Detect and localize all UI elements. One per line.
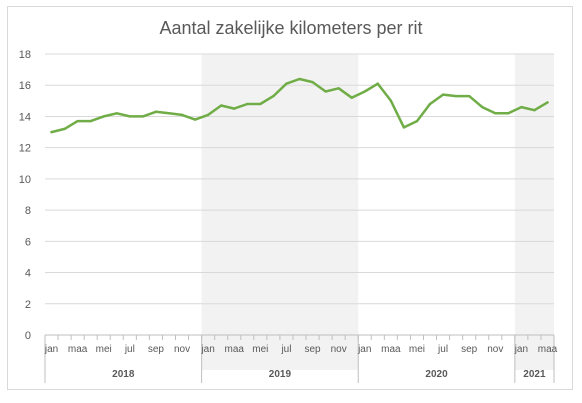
data-point [272, 94, 275, 98]
data-point [454, 94, 458, 98]
data-point [63, 127, 66, 131]
y-tick-label: 12 [19, 143, 31, 155]
data-point [428, 102, 432, 106]
y-tick-label: 16 [19, 80, 31, 92]
data-point [520, 105, 523, 109]
x-tick-label: jul [280, 344, 291, 355]
x-tick-label: sep [304, 344, 321, 355]
x-tick-label: jan [357, 344, 371, 355]
y-tick-label: 14 [19, 111, 31, 123]
x-tick-label: sep [148, 344, 165, 355]
chart-title: Aantal zakelijke kilometers per rit [159, 18, 422, 38]
y-tick-label: 2 [25, 299, 31, 311]
data-point [233, 107, 236, 110]
data-point [350, 96, 353, 99]
y-tick-label: 0 [25, 330, 31, 342]
y-tick-label: 8 [25, 205, 31, 217]
data-point [128, 115, 132, 118]
x-tick-label: jan [514, 344, 528, 355]
y-tick-label: 6 [25, 236, 31, 248]
data-point [415, 119, 419, 123]
year-band-shade [201, 54, 359, 370]
data-point [246, 102, 249, 106]
x-tick-label: mei [252, 344, 268, 355]
data-point [494, 112, 497, 115]
x-tick-label: maa [381, 344, 401, 355]
data-point [546, 101, 549, 104]
x-tick-label: nov [174, 344, 190, 355]
data-point [389, 99, 393, 103]
data-point [167, 112, 171, 115]
data-point [219, 104, 223, 107]
data-point [507, 112, 510, 115]
data-point [441, 93, 445, 96]
y-tick-label: 10 [19, 174, 31, 186]
x-tick-label: mei [96, 344, 112, 355]
data-point [298, 77, 301, 81]
y-tick-label: 18 [19, 49, 31, 61]
data-point [481, 105, 484, 109]
x-tick-label: nov [487, 344, 503, 355]
x-tick-label: jan [200, 344, 214, 355]
data-point [206, 113, 210, 117]
x-tick-label: mei [409, 344, 425, 355]
data-point [285, 82, 288, 85]
x-tick-label: jan [44, 344, 58, 355]
x-tick-label: jul [124, 344, 135, 355]
data-point [402, 126, 406, 129]
chart-frame: 0 2 4 6 8 10 12 14 16 18 jan maa mei jul sep nov jan maa m… [7, 6, 573, 390]
data-point [76, 119, 79, 123]
data-point [467, 94, 471, 98]
data-point [311, 80, 314, 84]
data-point [115, 112, 118, 115]
data-point [363, 90, 366, 93]
data-point [193, 118, 197, 121]
y-tick-label: 4 [25, 268, 31, 280]
data-point [376, 82, 380, 85]
x-tick-label: maa [225, 344, 245, 355]
data-point [533, 109, 536, 112]
x-tick-label: maa [538, 344, 558, 355]
year-label: 2018 [112, 369, 135, 380]
data-point [50, 130, 53, 134]
data-point [259, 102, 262, 106]
data-point [154, 110, 158, 113]
x-tick-label: maa [68, 344, 88, 355]
year-label: 2021 [523, 369, 546, 380]
x-tick-label: nov [331, 344, 347, 355]
data-point [180, 113, 184, 117]
data-point [141, 115, 145, 118]
year-label: 2019 [269, 369, 292, 380]
year-label: 2020 [425, 369, 448, 380]
data-point [102, 115, 105, 118]
x-tick-label: jul [437, 344, 448, 355]
data-point [324, 90, 327, 93]
data-point [89, 119, 92, 123]
data-point [337, 87, 340, 90]
x-tick-label: sep [461, 344, 478, 355]
